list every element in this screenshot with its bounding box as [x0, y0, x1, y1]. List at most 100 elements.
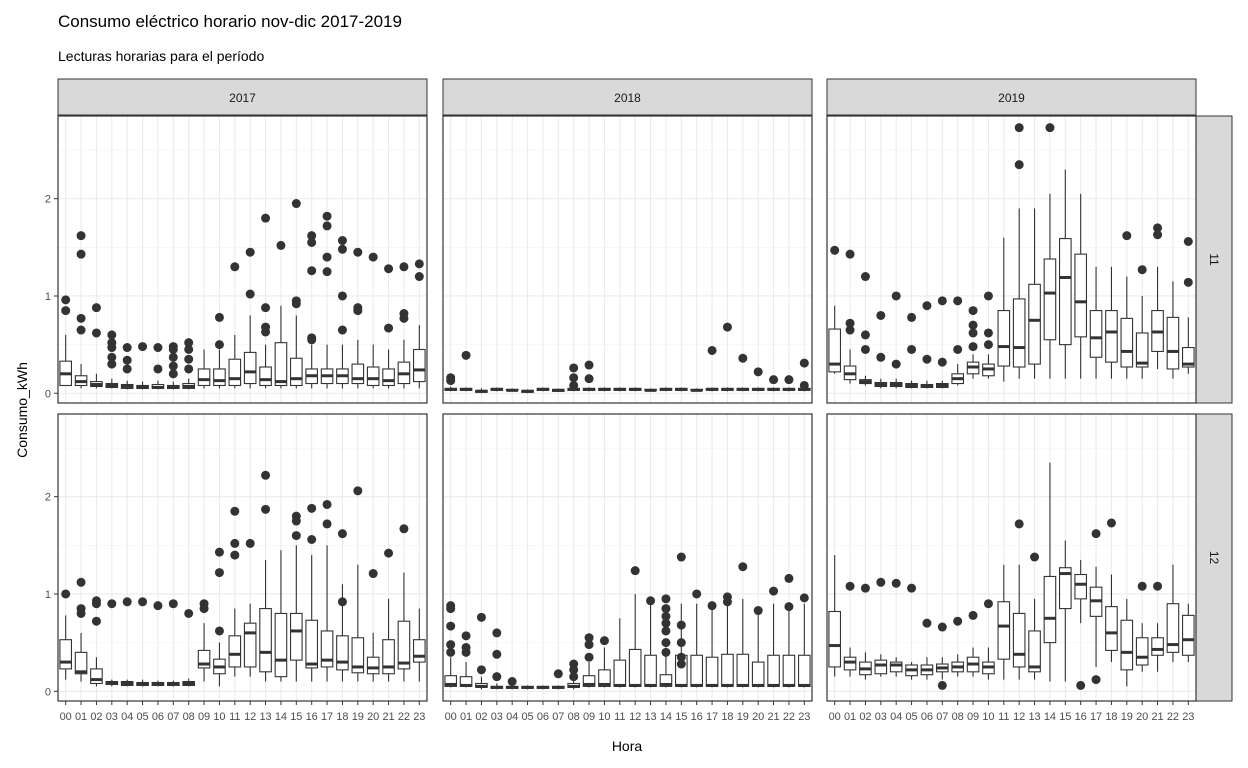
- x-tick-label-16: 16: [1075, 711, 1087, 723]
- panel-2019-12-box-13: [1028, 630, 1041, 673]
- panel-2019-12-outlier-17: [1091, 675, 1101, 685]
- panel-2019-12-background: [827, 414, 1196, 701]
- panel-2019-11-outlier-03: [876, 310, 886, 320]
- panel-2019-11-outlier-08: [953, 344, 963, 354]
- panel-2018-12-outlier-09: [584, 652, 594, 662]
- panel-2019-11-outlier-09: [968, 306, 978, 316]
- panel-2018-11-outlier-08: [569, 363, 579, 373]
- panel-2017-11-outlier-20: [368, 252, 378, 262]
- x-tick-label-01: 01: [460, 711, 472, 723]
- panel-2017-11-outlier-05: [138, 342, 148, 352]
- panel-2017-12-outlier-13: [261, 504, 271, 514]
- panel-2018-12-box-20: [751, 661, 765, 687]
- panel-2017-11-outlier-08: [184, 354, 194, 364]
- panel-2017-11-outlier-03: [107, 352, 117, 362]
- panel-2018-12-box-18: [721, 653, 734, 687]
- x-tick-label-12: 12: [244, 711, 256, 723]
- x-tick-label-20: 20: [752, 711, 764, 723]
- panel-2017-12-outlier-19: [353, 486, 363, 496]
- panel-2019-11-outlier-07: [937, 296, 947, 306]
- x-tick-label-13: 13: [1028, 711, 1040, 723]
- x-tick-label-17: 17: [706, 711, 718, 723]
- facet-strip-row-12: [1195, 413, 1233, 702]
- x-tick-label-03: 03: [106, 711, 118, 723]
- panel-2017-12-box-22: [397, 620, 411, 670]
- panel-2018-12-outlier-09: [584, 640, 594, 650]
- panel-2019-12-box-15: [1058, 567, 1072, 610]
- panel-2017-11-outlier-01: [76, 249, 86, 259]
- panel-2018-12-box-19: [736, 653, 750, 687]
- x-tick-label-18: 18: [336, 711, 348, 723]
- panel-2019-11-outlier-04: [891, 359, 901, 369]
- panel-2017-12-outlier-11: [230, 550, 240, 560]
- x-tick-label-08: 08: [952, 711, 964, 723]
- x-tick-label-10: 10: [982, 711, 994, 723]
- panel-2017-12-box-01: [74, 651, 88, 675]
- panel-2018-12-box-21: [767, 654, 780, 687]
- x-tick-label-10: 10: [213, 711, 225, 723]
- panel-2019-11-outlier-09: [968, 342, 978, 352]
- panel-2018-11-outlier-21: [769, 375, 779, 385]
- x-tick-label-11: 11: [998, 711, 1009, 723]
- panel-2018-12-outlier-23: [799, 593, 809, 603]
- panel-2018-12-outlier-14: [661, 594, 671, 604]
- x-tick-label-22: 22: [783, 711, 795, 723]
- x-tick-label-05: 05: [136, 711, 148, 723]
- panel-2017-11-outlier-08: [184, 344, 194, 354]
- x-tick-label-01: 01: [844, 711, 856, 723]
- panel-2017-11-box-13: [259, 366, 272, 387]
- x-tick-label-06: 06: [152, 711, 164, 723]
- panel-2018-12-outlier-19: [738, 562, 748, 572]
- panel-2019-11-outlier-05: [907, 312, 917, 322]
- panel-2017-11-outlier-02: [91, 328, 101, 338]
- panel-2017-11-outlier-06: [153, 364, 163, 374]
- panel-2019-11-box-16: [1074, 253, 1088, 338]
- panel-2019-11-outlier-08: [953, 296, 963, 306]
- panel-2019-11-outlier-21: [1153, 230, 1163, 240]
- panel-2017-12-border: [57, 413, 428, 702]
- x-tick-label-17: 17: [321, 711, 333, 723]
- panel-2018-12-outlier-12: [630, 566, 640, 576]
- panel-2018-12-outlier-17: [707, 601, 717, 611]
- panel-2017-11-box-12: [243, 351, 257, 385]
- x-tick-label-19: 19: [1121, 711, 1133, 723]
- panel-2018-12-outlier-15: [676, 620, 686, 630]
- panel-2018-12-outlier-22: [784, 573, 794, 583]
- panel-2019-11-outlier-01: [845, 249, 855, 259]
- panel-2019-11-box-00: [828, 328, 842, 373]
- panel-2019-11-box-17: [1089, 310, 1103, 358]
- panel-2019-12-outlier-07: [937, 680, 947, 690]
- panel-2018-12-box-11: [613, 659, 627, 687]
- panel-2018-11-outlier-22: [784, 375, 794, 385]
- panel-2019-12-box-11: [997, 601, 1011, 660]
- panel-2017-11-box-21: [382, 368, 395, 387]
- panel-2019-11-outlier-10: [983, 340, 993, 350]
- panel-2019-12-box-23: [1181, 614, 1195, 656]
- panel-2017-12-outlier-13: [261, 470, 271, 480]
- panel-2017-12-outlier-02: [91, 616, 101, 626]
- panel-2018-12-outlier-14: [661, 647, 671, 657]
- panel-2017-11-outlier-15: [291, 299, 301, 309]
- x-tick-label-10: 10: [598, 711, 610, 723]
- panel-2019-12-outlier-12: [1014, 519, 1024, 529]
- panel-2017-11-outlier-18: [337, 325, 347, 335]
- panel-2017-11-box-10: [213, 368, 226, 387]
- panel-2017-12-outlier-06: [153, 601, 163, 611]
- panel-2017-11-outlier-17: [322, 211, 332, 221]
- x-tick-label-21: 21: [767, 711, 779, 723]
- panel-2017-12-outlier-18: [337, 597, 347, 607]
- y-tick-label-0: 0: [45, 388, 51, 400]
- x-tick-label-01: 01: [75, 711, 87, 723]
- panel-2018-12-outlier-13: [646, 596, 656, 606]
- panel-2019-11-box-22: [1166, 316, 1180, 370]
- panel-2017-11-outlier-12: [245, 247, 255, 257]
- x-tick-label-15: 15: [1059, 711, 1071, 723]
- panel-2019-12-outlier-01: [845, 581, 855, 591]
- panel-2017-12-outlier-10: [214, 626, 224, 636]
- panel-2017-11-outlier-03: [107, 359, 117, 369]
- panel-2017-12-outlier-15: [291, 531, 301, 541]
- panel-2017-11-outlier-14: [276, 240, 286, 250]
- panel-2019-11-outlier-21: [1153, 223, 1163, 233]
- panel-2019-12-outlier-08: [953, 616, 963, 626]
- panel-2018-12-box-23: [797, 654, 811, 687]
